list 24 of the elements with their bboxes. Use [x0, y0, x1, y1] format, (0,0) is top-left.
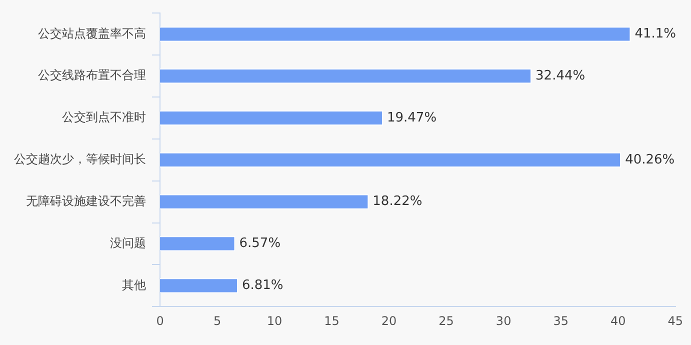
data-label: 40.26%: [625, 152, 675, 168]
x-tick-label: 15: [324, 314, 340, 328]
y-tick-label: 公交到点不准时: [62, 110, 146, 124]
data-label: 41.1%: [634, 26, 676, 42]
y-tick-label: 公交站点覆盖率不高: [38, 26, 146, 40]
data-label: 6.57%: [239, 236, 281, 252]
x-tick-label: 40: [610, 314, 626, 328]
y-tick-label: 无障碍设施建设不完善: [26, 194, 146, 208]
y-tick-label: 公交线路布置不合理: [38, 68, 146, 82]
x-tick-label: 0: [156, 314, 164, 328]
y-tick-label: 其他: [122, 278, 146, 292]
data-label: 19.47%: [386, 110, 437, 126]
x-tick-label: 5: [213, 314, 222, 328]
data-label: 6.81%: [242, 278, 284, 294]
data-label: 32.44%: [536, 68, 586, 84]
data-label: 18.22%: [372, 194, 422, 210]
y-tick-label: 公交趟次少，等候时间长: [14, 152, 146, 166]
x-tick-label: 25: [438, 314, 454, 328]
x-tick-label: 10: [266, 314, 282, 328]
y-tick-label: 没问题: [110, 236, 146, 250]
x-tick-label: 20: [381, 314, 397, 328]
x-tick-label: 30: [496, 314, 512, 328]
x-tick-label: 35: [553, 314, 568, 328]
x-tick-label: 45: [668, 314, 684, 328]
